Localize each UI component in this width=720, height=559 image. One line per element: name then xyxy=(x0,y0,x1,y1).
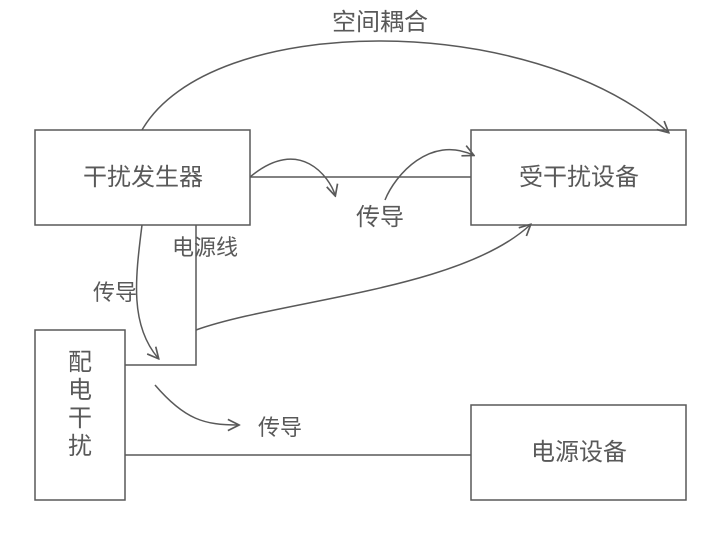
generator-label: 干扰发生器 xyxy=(83,164,203,191)
victim-label: 受干扰设备 xyxy=(519,164,639,191)
conduction-mid-right-arc xyxy=(385,150,473,200)
power-label: 电源设备 xyxy=(531,439,627,466)
dist-to-victim-edge xyxy=(196,225,530,330)
dist-to-power-label: 传导 xyxy=(258,415,302,440)
distribution-label: 配电干扰 xyxy=(68,349,92,460)
dist-to-power-edge xyxy=(155,385,238,425)
spatial-coupling-label: 空间耦合 xyxy=(332,9,428,36)
conduction-mid-label: 传导 xyxy=(356,204,404,231)
power-line-label: 电源线 xyxy=(172,235,238,260)
conduction-down-edge xyxy=(137,225,158,358)
interference-diagram: 干扰发生器 受干扰设备 配电干扰 电源设备 空间耦合 传导 电源线 传导 传导 xyxy=(0,0,720,559)
conduction-down-label: 传导 xyxy=(93,280,137,305)
spatial-coupling-edge xyxy=(142,41,668,132)
